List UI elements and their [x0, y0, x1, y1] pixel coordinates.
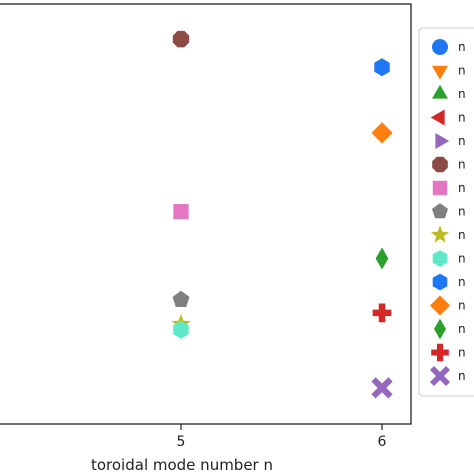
legend-label-0: n: [458, 40, 466, 54]
legend-label-3: n: [458, 111, 466, 125]
legend-marker-6: [432, 180, 448, 196]
legend-label-12: n: [458, 322, 466, 336]
x-axis-label: toroidal mode number n: [91, 456, 273, 474]
legend-label-9: n: [458, 252, 466, 266]
legend-label-10: n: [458, 275, 466, 289]
legend-label-8: n: [458, 228, 466, 242]
data-point-thin-diamond-12-0: [375, 247, 389, 270]
legend-marker-4: [435, 133, 450, 149]
data-markers: [171, 30, 393, 399]
data-point-pentagon-7-0: [172, 290, 190, 307]
legend-marker-3: [430, 109, 445, 126]
data-point-diamond-11-0: [371, 122, 393, 144]
legend-label-6: n: [458, 181, 466, 195]
data-point-octagon-5-0: [172, 30, 190, 48]
legend-marker-12: [434, 318, 446, 340]
legend-label-14: n: [458, 369, 466, 383]
legend-label-11: n: [458, 299, 466, 313]
data-point-hexagon-10-0: [374, 58, 390, 77]
legend-marker-7: [432, 203, 448, 219]
plot-area: [0, 3, 412, 425]
legend-label-2: n: [458, 87, 466, 101]
legend-marker-11: [430, 295, 450, 316]
legend-label-13: n: [458, 346, 466, 360]
legend-label-1: n: [458, 64, 466, 78]
data-point-x-14-0: [371, 377, 393, 399]
legend-marker-0: [432, 39, 448, 55]
x-tick-label-5: 5: [177, 434, 186, 450]
legend-marker-14: [429, 365, 451, 387]
legend-label-4: n: [458, 134, 466, 148]
data-point-hexagon-9-0: [173, 320, 189, 339]
data-point-plus-13-0: [372, 303, 392, 323]
legend-marker-8: [430, 225, 450, 243]
legend-marker-13: [431, 343, 449, 362]
data-point-square-6-0: [173, 203, 189, 220]
legend-marker-5: [432, 156, 448, 173]
legend-label-5: n: [458, 158, 466, 172]
legend-marker-9: [432, 250, 448, 267]
legend-marker-2: [432, 84, 448, 99]
legend-label-7: n: [458, 205, 466, 219]
legend-marker-1: [432, 65, 448, 80]
x-tick-label-6: 6: [378, 434, 387, 450]
legend-marker-10: [432, 273, 448, 291]
